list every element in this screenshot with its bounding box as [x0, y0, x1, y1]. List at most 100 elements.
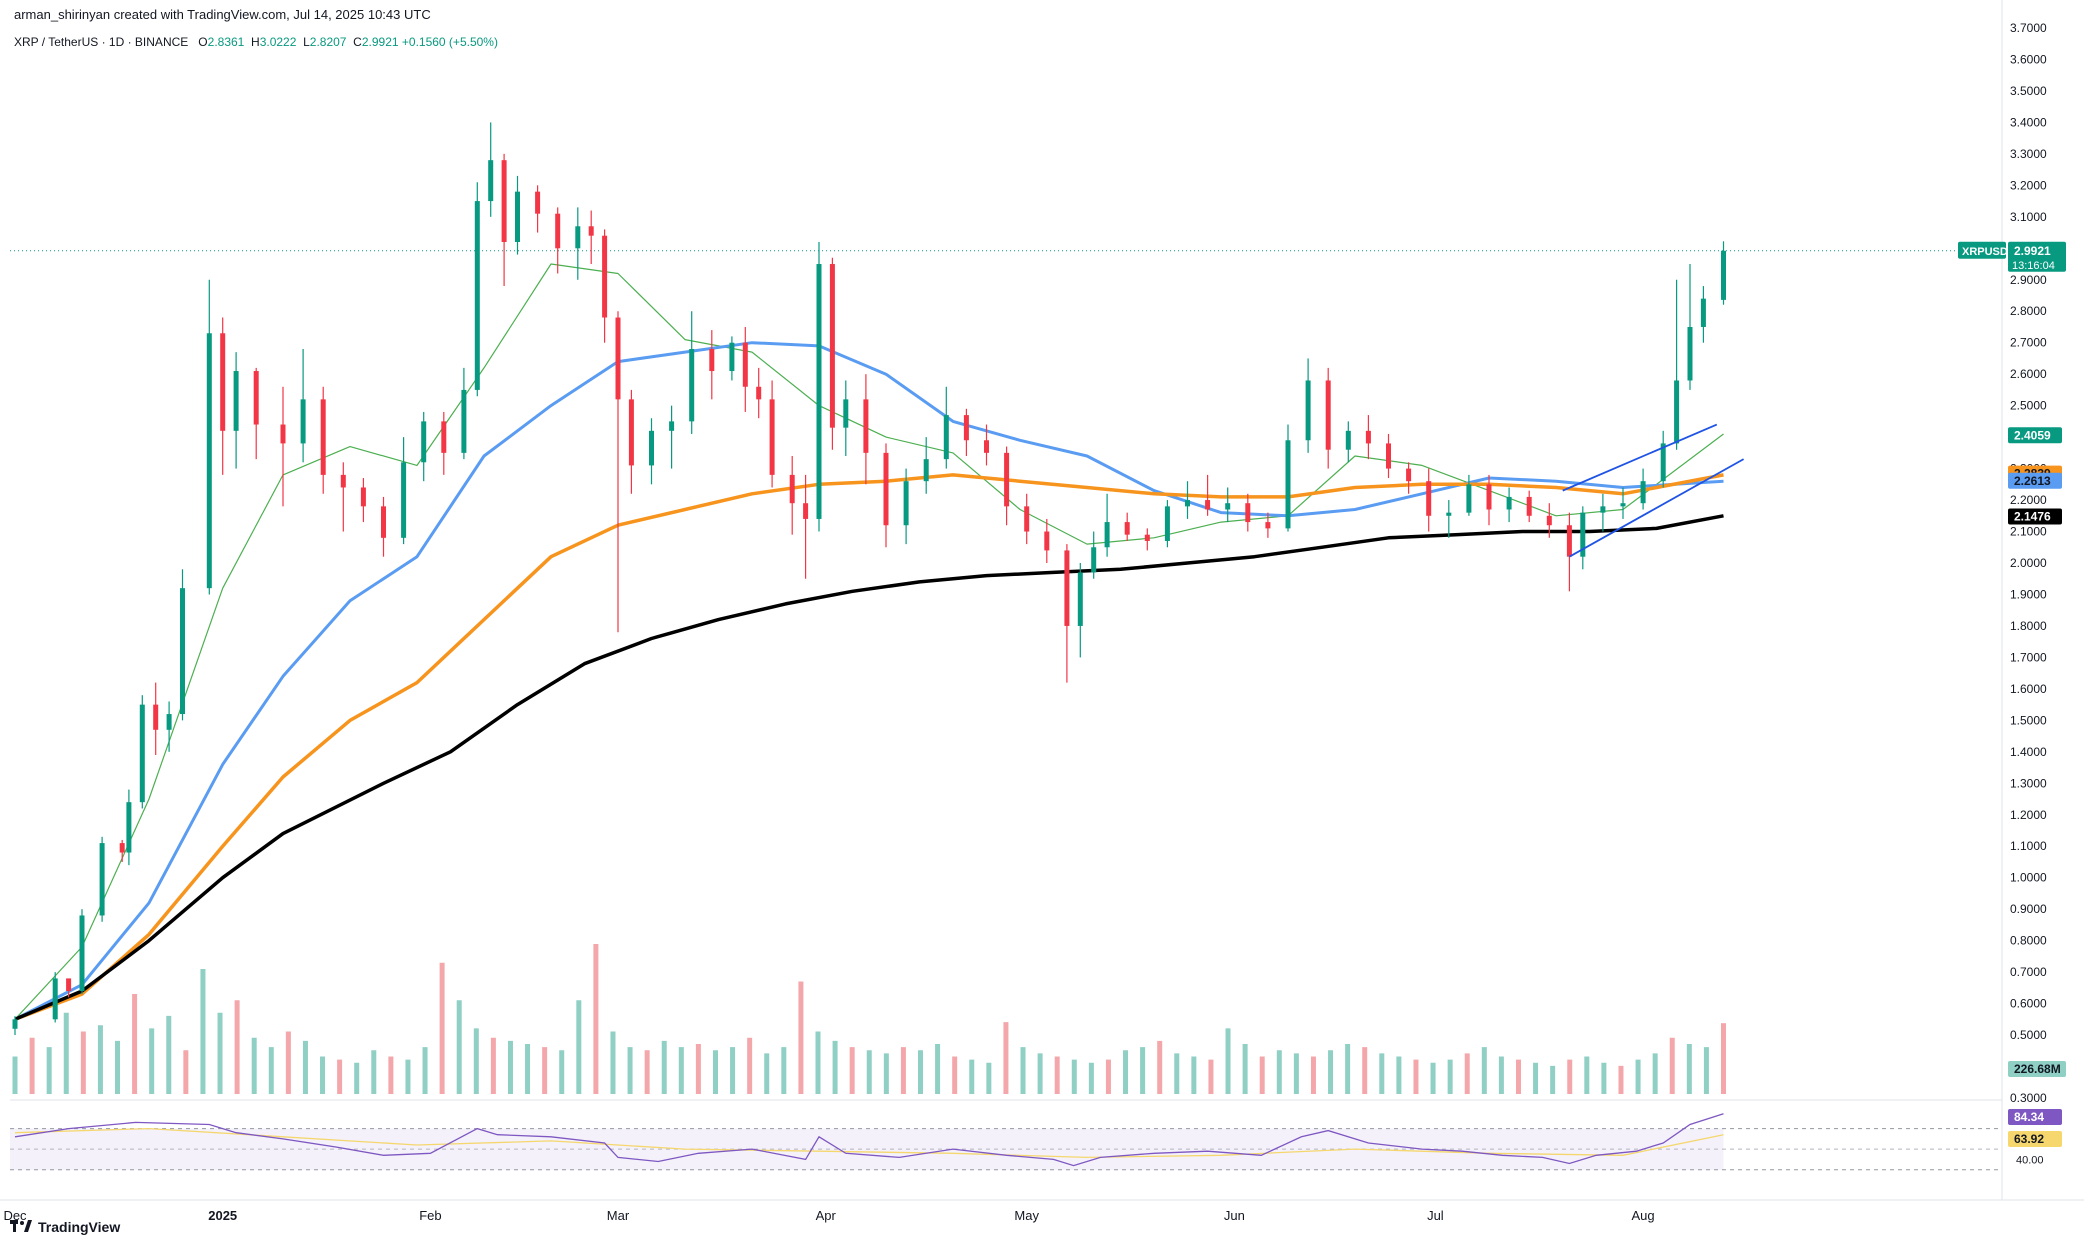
rsi-value-badge-bg: [2008, 1109, 2062, 1125]
candle-body: [66, 978, 72, 991]
volume-bar: [712, 1050, 718, 1094]
candle-body: [923, 459, 929, 482]
volume-bar: [1652, 1053, 1658, 1094]
volume-bar: [183, 1050, 189, 1094]
candle: [863, 374, 869, 485]
price-tick-label: 2.5000: [2010, 399, 2047, 413]
ascending-trendline: [1568, 458, 1745, 558]
candle: [615, 311, 621, 633]
volume-bar: [1515, 1059, 1521, 1094]
volume-bar: [525, 1044, 531, 1094]
candle-body: [1386, 443, 1391, 469]
volume-bar: [97, 1025, 103, 1094]
time-tick-label: Mar: [607, 1208, 630, 1223]
candle-body: [1091, 547, 1097, 573]
price-tick-label: 0.8000: [2010, 934, 2047, 948]
tradingview-brand[interactable]: TradingView: [10, 1219, 120, 1235]
tradingview-logo-icon: [10, 1220, 32, 1232]
ma100-line: [14, 473, 1724, 1021]
ohlc-open: O2.8361: [198, 35, 245, 49]
candle: [1245, 493, 1251, 532]
candle-body: [769, 399, 775, 475]
candle: [280, 386, 286, 507]
candle-body: [883, 452, 889, 526]
volume-bar: [1686, 1044, 1692, 1094]
volume-bar: [849, 1047, 855, 1094]
volume-bar: [1498, 1056, 1504, 1094]
volume-bar: [1242, 1044, 1248, 1094]
candle-body: [461, 389, 467, 453]
symbol-title[interactable]: XRP / TetherUS · 1D · BINANCE: [14, 35, 189, 49]
candle: [843, 380, 849, 456]
price-tick-label: 2.6000: [2010, 367, 2047, 381]
candle-body: [863, 399, 869, 453]
candle-body: [742, 342, 748, 387]
time-tick-label: May: [1014, 1208, 1039, 1223]
candle-body: [300, 399, 306, 444]
price-tick-label: 0.9000: [2010, 902, 2047, 916]
candle-body: [1144, 534, 1150, 541]
candle-body: [233, 371, 239, 431]
candle: [1205, 474, 1211, 516]
price-tick-label: 2.2000: [2010, 493, 2047, 507]
volume-bar: [1140, 1047, 1146, 1094]
volume-bar: [507, 1040, 513, 1094]
candle-body: [756, 386, 762, 400]
candle-body: [1446, 512, 1452, 516]
time-tick-label: Feb: [419, 1208, 441, 1223]
candle-body: [1305, 380, 1311, 441]
candle: [649, 418, 654, 485]
ma200-line: [14, 514, 1724, 1021]
candle-body: [709, 349, 715, 372]
volume-bar: [1259, 1056, 1265, 1094]
candle-body: [963, 415, 969, 441]
candle: [1064, 544, 1070, 683]
volume-bar: [1669, 1037, 1675, 1094]
price-tick-label: 1.9000: [2010, 587, 2047, 601]
candle: [963, 408, 969, 456]
candle-body: [139, 704, 145, 803]
volume-bar: [798, 981, 804, 1094]
price-tick-label: 0.7000: [2010, 965, 2047, 979]
candle-body: [829, 264, 835, 428]
candle-body: [1124, 522, 1130, 535]
volume-bar: [1293, 1053, 1299, 1094]
volume-bar: [1328, 1050, 1334, 1094]
candle-body: [1164, 506, 1170, 541]
ma-value-badge-bg: [2008, 508, 2062, 525]
volume-bar: [1157, 1040, 1163, 1094]
volume-bar: [610, 1031, 616, 1094]
ma-value-badge-text: 2.4059: [2014, 428, 2051, 442]
candle: [1566, 512, 1572, 592]
candle: [126, 789, 132, 866]
candle-body: [1687, 326, 1693, 381]
candle: [1700, 286, 1706, 343]
candle: [119, 839, 125, 862]
price-tick-label: 3.6000: [2010, 52, 2047, 66]
volume-bar: [490, 1037, 496, 1094]
volume-bar: [627, 1047, 633, 1094]
candle: [1446, 500, 1452, 538]
candle: [903, 468, 909, 545]
candle: [1580, 506, 1586, 570]
volume-bar: [371, 1050, 377, 1094]
ma-value-badge-bg: [2008, 427, 2062, 444]
candle: [233, 352, 239, 469]
last-price-bg: [2008, 241, 2066, 272]
volume-bar: [1208, 1059, 1214, 1094]
ma-value-badge-bg: [2008, 472, 2062, 489]
candle-body: [1426, 481, 1432, 516]
volume-value-badge-text: 226.68M: [2014, 1062, 2061, 1076]
volume-bar: [764, 1053, 770, 1094]
volume-bar: [405, 1059, 411, 1094]
time-tick-label: Jul: [1427, 1208, 1444, 1223]
candle-body: [615, 317, 621, 400]
candle-body: [153, 704, 159, 730]
volume-value-badge: 226.68M: [2008, 1061, 2066, 1077]
candle-body: [52, 978, 58, 1020]
volume-bar: [12, 1056, 18, 1094]
volume-bar: [952, 1056, 958, 1094]
candle-body: [816, 264, 822, 519]
candle: [360, 478, 366, 523]
